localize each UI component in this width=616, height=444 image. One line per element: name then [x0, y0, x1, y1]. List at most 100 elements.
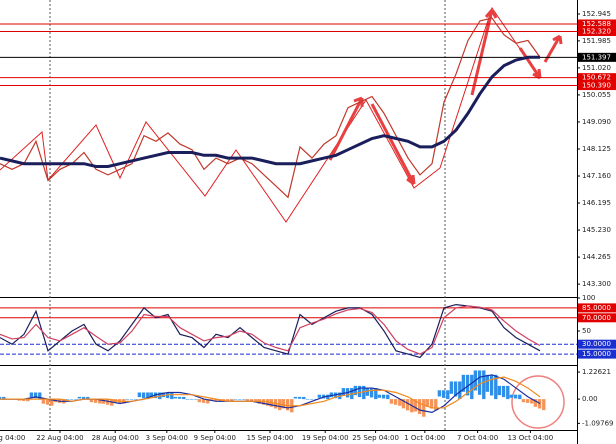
histogram-bar [2, 396, 6, 400]
arrow [370, 103, 416, 186]
histogram-bar [305, 399, 310, 400]
histogram-bar [485, 374, 490, 392]
histogram-bar [365, 388, 370, 396]
histogram-bar [405, 399, 410, 411]
histogram-bar [425, 399, 430, 407]
histogram-bar [465, 374, 470, 396]
y-tick-label: 151.020 [582, 64, 611, 72]
y-tick-label: -1.09769 [582, 419, 613, 427]
histogram-bar [194, 399, 198, 400]
series-line [0, 17, 541, 199]
level-box [578, 27, 616, 37]
histogram-bar [170, 392, 174, 400]
level-box [578, 52, 616, 62]
histogram-bar [429, 399, 434, 409]
histogram-bar [185, 399, 190, 400]
histogram-bar [197, 399, 202, 403]
histogram-bar [129, 399, 134, 400]
histogram-bar [177, 396, 182, 399]
x-tick-label: 7 Oct 04:00 [457, 434, 498, 442]
histogram-bar [29, 392, 34, 398]
histogram-bar [17, 399, 22, 401]
histogram-bar [65, 399, 70, 400]
histogram-bar [38, 392, 42, 400]
x-tick-label: 15 Sep 04:00 [247, 434, 294, 442]
histogram-bar [86, 396, 90, 400]
y-tick-label: 144.265 [582, 253, 611, 261]
histogram-bar [249, 399, 254, 401]
histogram-bar [398, 399, 402, 406]
histogram-bar [213, 399, 218, 401]
histogram-bar [381, 394, 386, 399]
histogram-bar [437, 390, 442, 397]
histogram-bar [161, 392, 166, 398]
histogram-bar [182, 396, 186, 400]
series-line [0, 303, 541, 359]
histogram-bar [317, 394, 322, 398]
histogram-bar [422, 399, 426, 417]
y-tick-label: 148.125 [582, 145, 611, 153]
histogram-bar [446, 390, 450, 400]
histogram-bar [189, 399, 194, 400]
level-box [578, 73, 616, 83]
y-tick-label: 150.055 [582, 91, 611, 99]
histogram-bar [533, 399, 538, 407]
histogram-bar [237, 399, 242, 400]
histogram-bar [377, 394, 382, 398]
histogram-bar [281, 399, 286, 409]
y-tick-label: 50 [582, 327, 591, 335]
histogram-bar [21, 399, 26, 401]
histogram-bar [453, 381, 458, 397]
histogram-bar [41, 399, 46, 404]
histogram-bar [374, 388, 378, 400]
histogram-bar [441, 390, 446, 398]
y-tick-label: 147.160 [582, 172, 611, 180]
x-tick-label: 1 Oct 04:00 [404, 434, 445, 442]
level-label: 150.672 [582, 74, 611, 82]
histogram-bar [0, 396, 2, 399]
histogram-bar [521, 399, 526, 403]
x-tick-label: 9 Sep 04:00 [194, 434, 236, 442]
level-label: 85.0000 [582, 304, 611, 312]
y-tick-label: 146.195 [582, 199, 611, 207]
histogram-bar [254, 399, 258, 402]
histogram-bar [69, 399, 74, 400]
zigzag [0, 6, 541, 223]
y-tick-label: 145.230 [582, 226, 611, 234]
histogram-bar [530, 399, 534, 404]
histogram-bar [50, 399, 54, 406]
y-tick-label: 143.300 [582, 280, 611, 288]
histogram-bar [461, 374, 466, 392]
histogram-bar [470, 374, 474, 400]
histogram-bar [173, 396, 178, 399]
histogram-bar [518, 394, 522, 400]
histogram-bar [230, 399, 234, 402]
level-box [578, 339, 616, 349]
histogram-bar [309, 399, 314, 400]
histogram-bar [74, 399, 78, 400]
histogram-bar [362, 385, 366, 400]
highlight-circle [511, 375, 565, 429]
histogram-bar [146, 392, 150, 400]
level-label: 152.588 [582, 20, 611, 28]
histogram-bar [434, 399, 438, 411]
histogram-bar [293, 396, 298, 399]
histogram-bar [542, 399, 546, 411]
y-tick-label: 0.00 [582, 395, 598, 403]
histogram-bar [326, 394, 330, 400]
histogram-bar [101, 399, 106, 404]
histogram-bar [513, 394, 518, 399]
histogram-bar [201, 399, 206, 403]
histogram-bar [393, 399, 398, 405]
level-label: 30.0000 [582, 340, 611, 348]
histogram-bar [26, 399, 30, 402]
histogram-bar [389, 399, 394, 404]
histogram-bar [242, 399, 246, 400]
histogram-bar [417, 399, 422, 415]
histogram-bar [81, 396, 86, 399]
histogram-bar [89, 399, 94, 403]
x-tick-label: ug 04:00 [0, 434, 25, 442]
y-tick-label: 152.945 [582, 10, 611, 18]
histogram-bar [297, 396, 302, 399]
